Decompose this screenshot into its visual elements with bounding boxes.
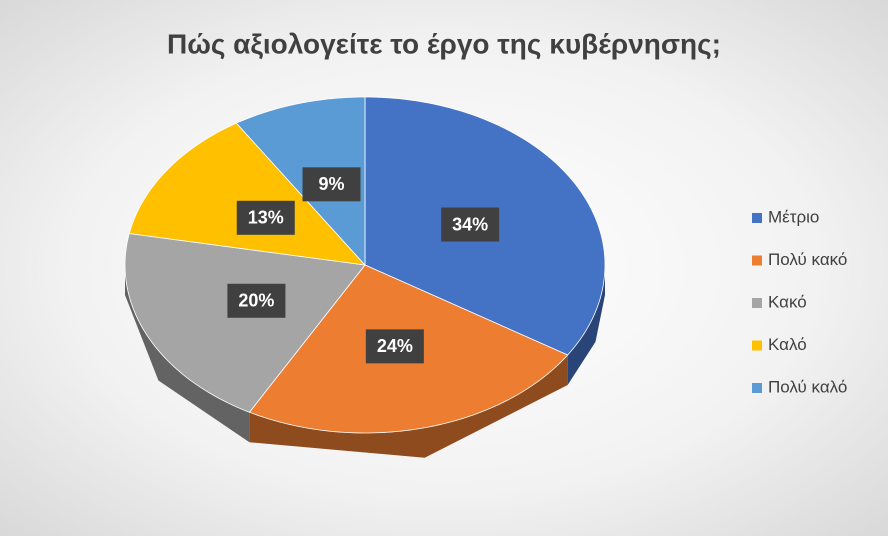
data-label-box [441, 207, 500, 242]
legend-label: Πολύ καλό [768, 377, 847, 396]
slice [235, 96, 366, 267]
slice [124, 233, 366, 413]
data-label: 13% [248, 208, 284, 228]
data-label: 34% [452, 214, 488, 234]
data-label-box [365, 329, 424, 364]
legend-swatch [752, 255, 762, 266]
slice-side [567, 265, 605, 386]
data-label: 20% [238, 291, 274, 311]
data-label-box [227, 283, 286, 318]
chart-title: Πώς αξιολογείτε το έργο της κυβέρνησης; [167, 28, 721, 59]
legend-swatch [752, 383, 762, 393]
data-label: 24% [377, 336, 413, 356]
data-label-box [236, 200, 295, 235]
legend-swatch [752, 340, 762, 351]
data-label: 9% [319, 174, 345, 194]
slice [128, 122, 367, 266]
slice-side [249, 355, 568, 458]
legend-label: Πολύ κακό [768, 250, 847, 269]
legend-label: Κακό [768, 292, 807, 311]
legend-swatch [752, 213, 762, 223]
data-label-box [302, 167, 361, 202]
legend-label: Καλό [768, 335, 807, 354]
legend-label: Μέτριο [768, 207, 819, 226]
legend-swatch [752, 298, 762, 308]
slice-side [125, 265, 250, 443]
